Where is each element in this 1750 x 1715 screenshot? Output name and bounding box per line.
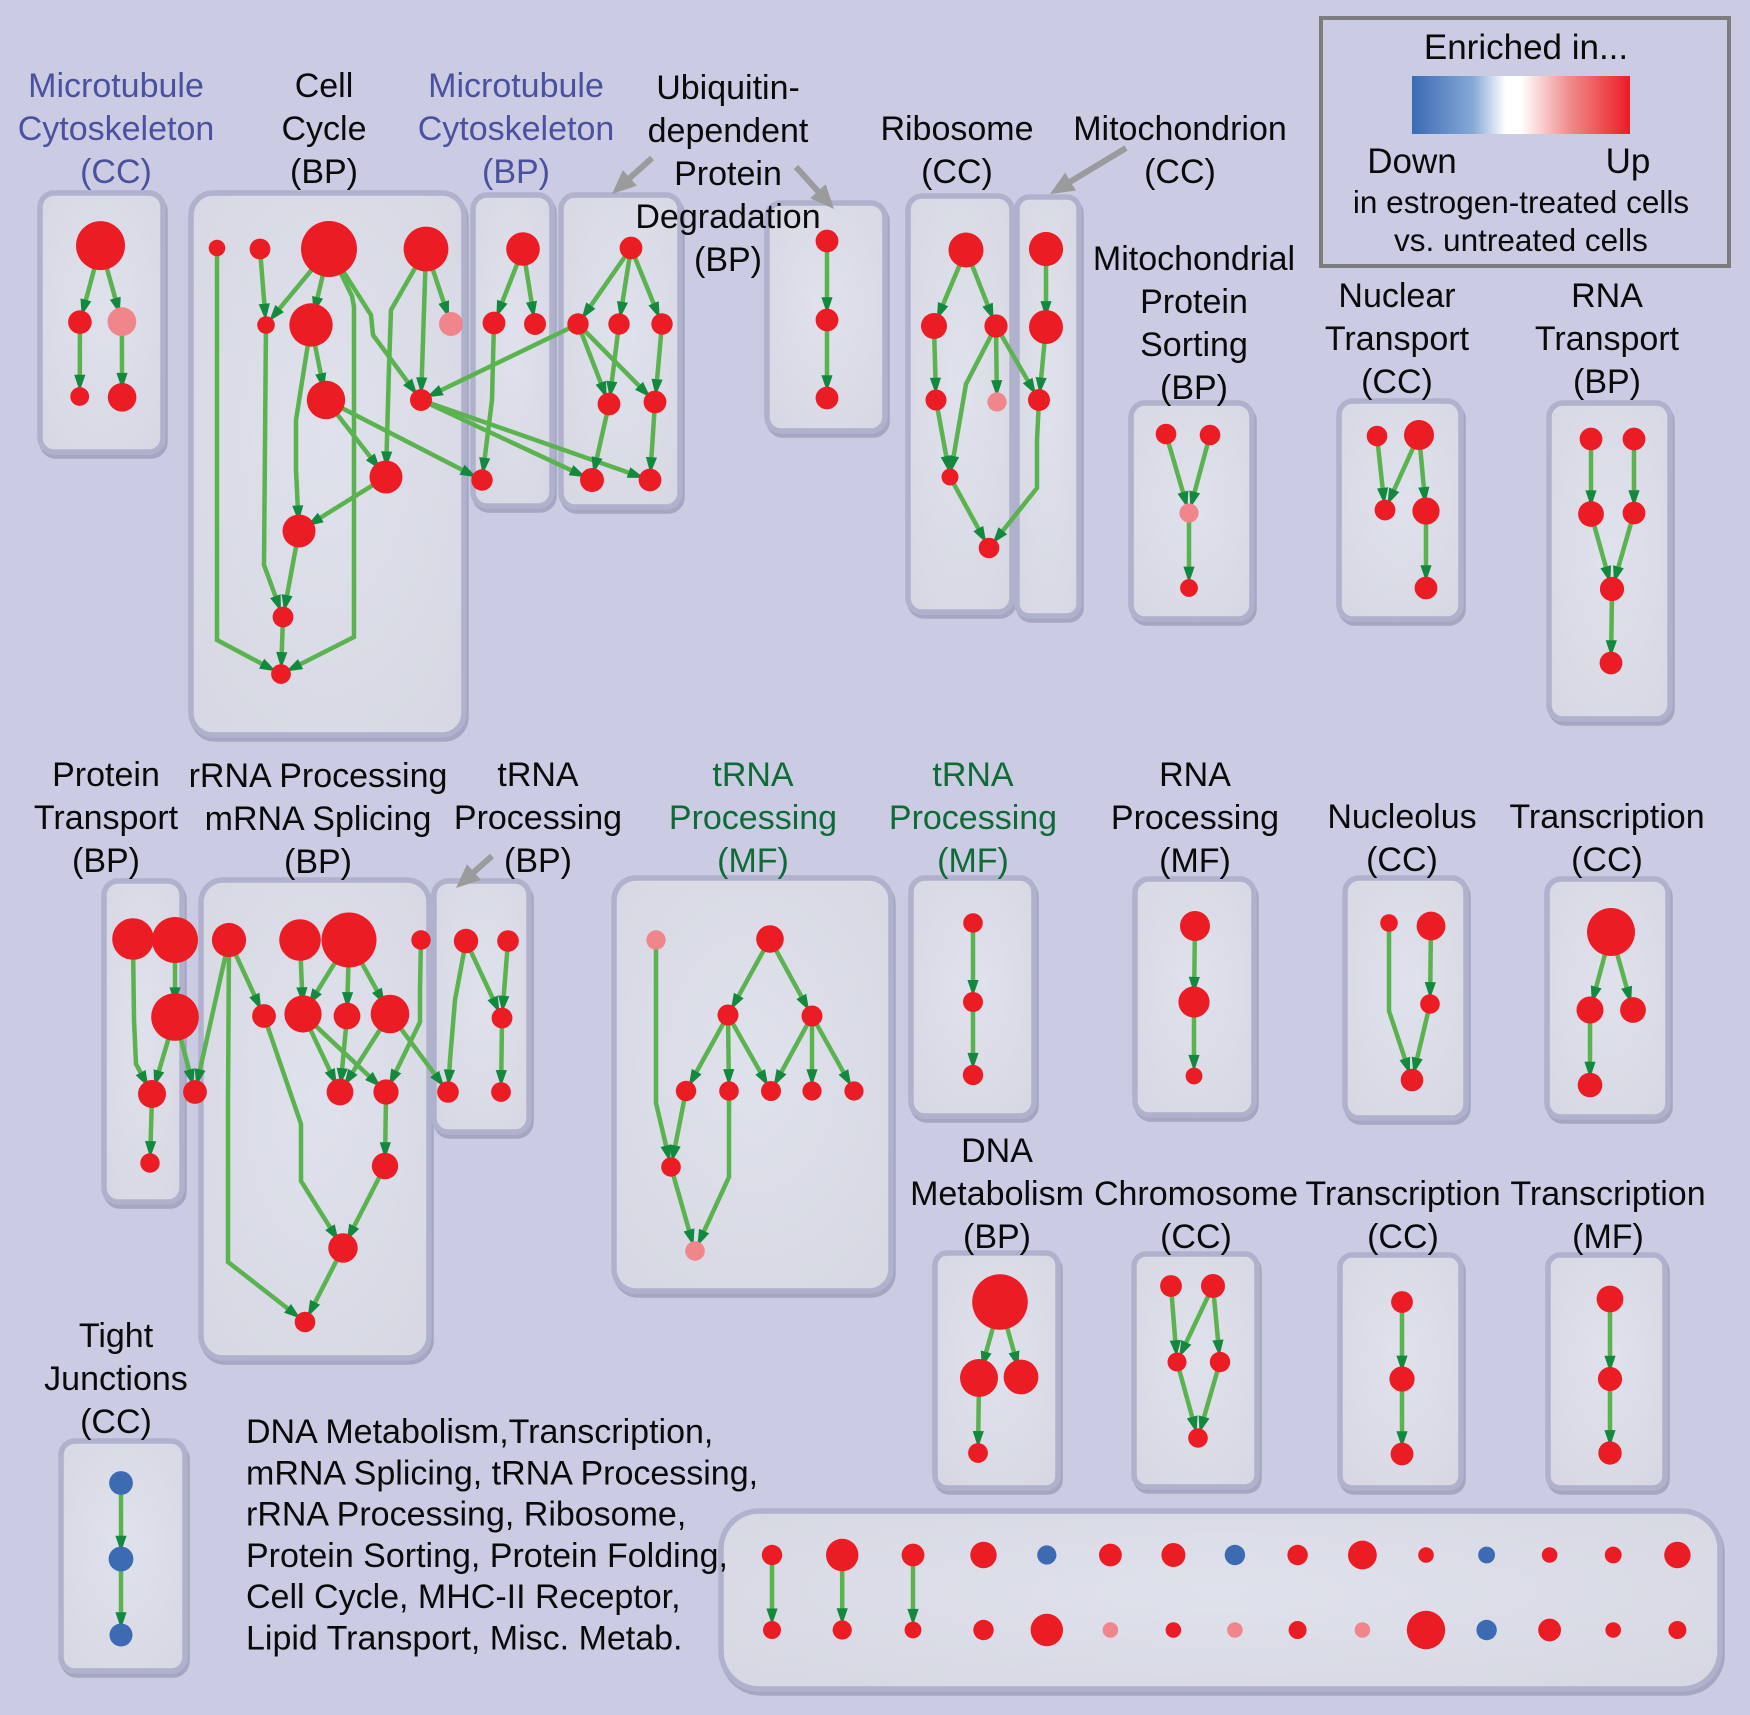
svg-text:Processing: Processing [889,799,1057,837]
svg-text:Processing: Processing [1111,799,1279,837]
svg-text:(MF): (MF) [717,842,789,880]
svg-text:(CC): (CC) [80,153,152,191]
svg-text:Tight: Tight [79,1317,154,1355]
svg-text:Ubiquitin-: Ubiquitin- [656,69,800,107]
svg-text:(BP): (BP) [504,842,572,880]
svg-text:Processing: Processing [669,799,837,837]
svg-text:(BP): (BP) [694,241,762,279]
svg-text:(CC): (CC) [1366,841,1438,879]
svg-text:tRNA: tRNA [712,756,794,794]
svg-text:Enriched in...: Enriched in... [1424,28,1628,67]
svg-text:Metabolism: Metabolism [910,1175,1084,1213]
svg-text:Mitochondrion: Mitochondrion [1073,110,1287,148]
svg-text:Transcription: Transcription [1509,798,1704,836]
svg-text:Transcription: Transcription [1510,1175,1705,1213]
svg-text:Chromosome: Chromosome [1094,1175,1298,1213]
svg-text:Cycle: Cycle [281,110,366,148]
svg-text:(CC): (CC) [921,153,993,191]
svg-text:Ribosome: Ribosome [880,110,1033,148]
svg-text:(BP): (BP) [1160,369,1228,407]
svg-text:mRNA Splicing: mRNA Splicing [205,800,432,838]
svg-text:Transport: Transport [1535,320,1680,358]
svg-text:Microtubule: Microtubule [28,67,204,105]
svg-text:Nucleolus: Nucleolus [1327,798,1476,836]
svg-text:DNA: DNA [961,1132,1033,1170]
svg-text:(CC): (CC) [1571,841,1643,879]
svg-text:(BP): (BP) [963,1218,1031,1256]
svg-text:Cell Cycle, MHC-II Receptor,: Cell Cycle, MHC-II Receptor, [246,1578,681,1616]
svg-text:Lipid Transport, Misc. Metab.: Lipid Transport, Misc. Metab. [246,1620,683,1658]
svg-text:(BP): (BP) [72,842,140,880]
svg-text:Protein: Protein [674,155,782,193]
svg-text:DNA Metabolism,Transcription,: DNA Metabolism,Transcription, [246,1413,713,1451]
svg-text:Degradation: Degradation [635,198,820,236]
svg-text:Microtubule: Microtubule [428,67,604,105]
svg-text:vs. untreated cells: vs. untreated cells [1394,222,1648,258]
svg-text:Transcription: Transcription [1305,1175,1500,1213]
svg-text:(BP): (BP) [1573,363,1641,401]
svg-text:in estrogen-treated cells: in estrogen-treated cells [1353,184,1689,220]
svg-text:(BP): (BP) [284,843,352,881]
svg-text:Cytoskeleton: Cytoskeleton [18,110,215,148]
svg-text:Protein: Protein [52,756,160,794]
svg-text:(MF): (MF) [1159,842,1231,880]
svg-text:(CC): (CC) [1160,1218,1232,1256]
svg-text:(CC): (CC) [80,1403,152,1441]
svg-text:Sorting: Sorting [1140,326,1248,364]
svg-text:rRNA Processing: rRNA Processing [189,757,448,795]
svg-text:(MF): (MF) [937,842,1009,880]
svg-text:Transport: Transport [1325,320,1470,358]
svg-text:Down: Down [1367,142,1456,181]
svg-text:Mitochondrial: Mitochondrial [1093,240,1295,278]
svg-text:tRNA: tRNA [497,756,579,794]
svg-text:Transport: Transport [34,799,179,837]
svg-text:Processing: Processing [454,799,622,837]
svg-text:Protein Sorting, Protein Foldi: Protein Sorting, Protein Folding, [246,1537,728,1575]
svg-text:dependent: dependent [648,112,809,150]
svg-text:Junctions: Junctions [44,1360,188,1398]
svg-text:(MF): (MF) [1572,1218,1644,1256]
svg-text:Cytoskeleton: Cytoskeleton [418,110,615,148]
svg-text:(CC): (CC) [1361,363,1433,401]
svg-text:(BP): (BP) [290,153,358,191]
svg-text:RNA: RNA [1159,756,1231,794]
svg-text:(BP): (BP) [482,153,550,191]
svg-text:rRNA Processing, Ribosome,: rRNA Processing, Ribosome, [246,1496,686,1534]
svg-text:Protein: Protein [1140,283,1248,321]
svg-text:(CC): (CC) [1367,1218,1439,1256]
svg-text:tRNA: tRNA [932,756,1014,794]
svg-text:mRNA Splicing, tRNA Processing: mRNA Splicing, tRNA Processing, [246,1454,758,1492]
svg-text:Up: Up [1606,142,1651,181]
svg-text:RNA: RNA [1571,277,1643,315]
svg-text:(CC): (CC) [1144,153,1216,191]
svg-text:Nuclear: Nuclear [1338,277,1455,315]
svg-text:Cell: Cell [295,67,354,105]
